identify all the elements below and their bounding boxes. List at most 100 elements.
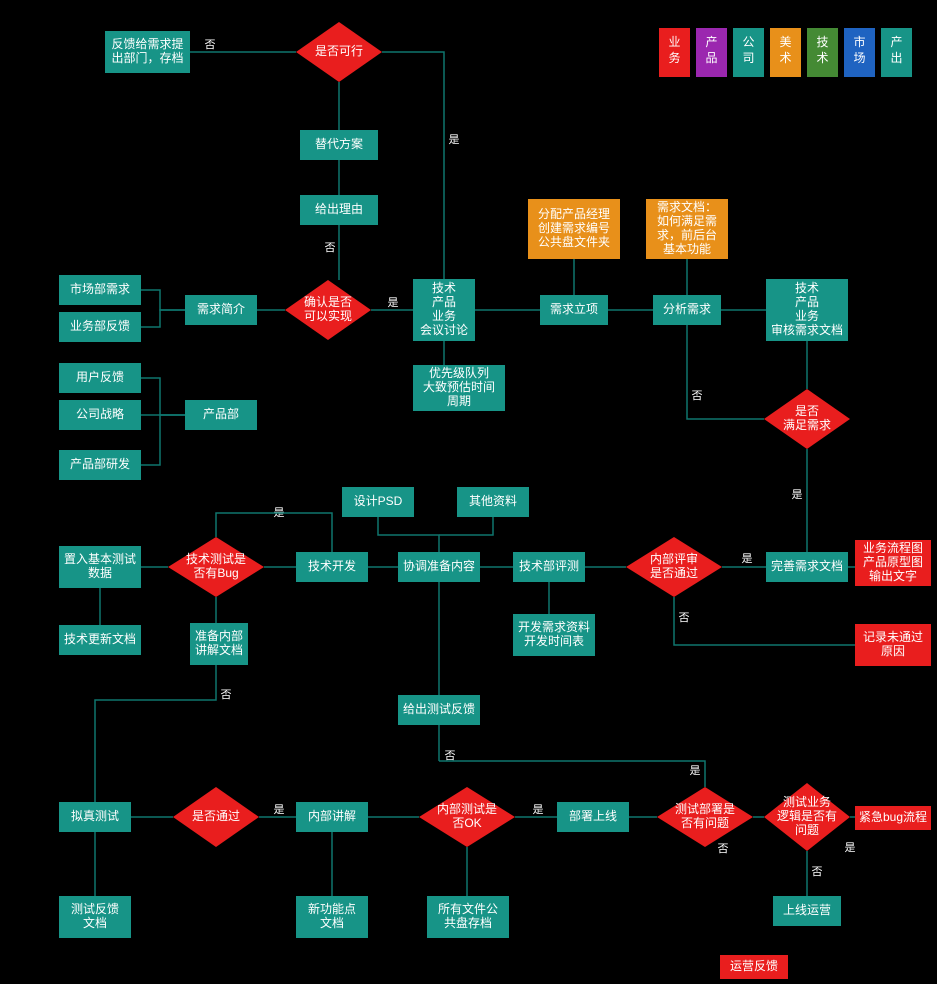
legend-label: 业 bbox=[668, 35, 680, 49]
node-prepare_content: 协调准备内容 bbox=[398, 552, 480, 582]
node-internal_review_pass: 内部评审是否通过 bbox=[626, 537, 722, 597]
node-text: 测试反馈 bbox=[71, 901, 119, 916]
edge bbox=[141, 415, 185, 465]
node-text: 产品原型图 bbox=[863, 555, 923, 569]
node-text: 需求文档： bbox=[657, 199, 717, 214]
node-text: 需求立项 bbox=[550, 301, 598, 316]
legend-label: 美 bbox=[779, 35, 791, 49]
node-text: 业务流程图 bbox=[863, 540, 923, 555]
node-text: 分析需求 bbox=[663, 302, 711, 316]
node-biz_flow_out: 业务流程图产品原型图输出文字 bbox=[855, 540, 931, 586]
node-text: 记录未通过 bbox=[863, 630, 923, 644]
node-text: 技术开发 bbox=[308, 558, 356, 573]
node-text: 技术更新文档 bbox=[64, 631, 136, 646]
node-text: 业务部反馈 bbox=[70, 318, 130, 333]
node-text: 技术 bbox=[432, 281, 456, 295]
node-text: 新功能点 bbox=[308, 901, 356, 916]
node-text: 公共盘文件夹 bbox=[538, 234, 610, 249]
node-assign_pm: 分配产品经理创建需求编号公共盘文件夹 bbox=[528, 199, 620, 259]
legend-label: 务 bbox=[668, 50, 680, 65]
edge bbox=[141, 290, 185, 310]
node-user_feedback: 用户反馈 bbox=[59, 363, 141, 393]
edge bbox=[141, 378, 185, 415]
node-give_test_feedback: 给出测试反馈 bbox=[398, 695, 480, 725]
edge-label: 是 bbox=[845, 841, 856, 854]
node-record_fail_reason: 记录未通过原因 bbox=[855, 624, 931, 666]
legend: 业务产品公司美术技术市场产出 bbox=[659, 28, 912, 77]
node-perfect_doc: 完善需求文档 bbox=[766, 552, 848, 582]
node-internal_explain: 内部讲解 bbox=[296, 802, 368, 832]
edge-label: 是 bbox=[274, 803, 285, 816]
node-text: 产品 bbox=[795, 295, 819, 309]
edge-label: 否 bbox=[718, 843, 729, 855]
node-company_strategy: 公司战略 bbox=[59, 400, 141, 430]
node-text: 开发需求资料 bbox=[518, 619, 590, 634]
node-text: 问题 bbox=[795, 823, 819, 837]
node-text: 内部讲解 bbox=[308, 808, 356, 823]
node-text: 内部测试是 bbox=[437, 801, 497, 816]
node-text: 给出理由 bbox=[315, 202, 363, 216]
node-test_biz_logic: 测试业务逻辑是否有问题 bbox=[764, 783, 850, 851]
node-text: 是否 bbox=[795, 404, 819, 418]
edge bbox=[382, 52, 444, 279]
node-text: 拟真测试 bbox=[71, 808, 119, 823]
node-text: 完善需求文档 bbox=[771, 558, 843, 573]
legend-label: 术 bbox=[779, 51, 791, 65]
edge bbox=[439, 761, 705, 787]
node-text: 文档 bbox=[320, 915, 344, 930]
node-text: 业务 bbox=[432, 308, 456, 323]
node-text: 协调准备内容 bbox=[403, 558, 475, 573]
node-text: 创建需求编号 bbox=[538, 220, 610, 235]
edge-label: 否 bbox=[692, 390, 703, 402]
node-text: 否有Bug bbox=[193, 566, 238, 580]
node-text: 分配产品经理 bbox=[538, 207, 610, 221]
legend-label: 产 bbox=[705, 35, 717, 49]
node-sim_test: 拟真测试 bbox=[59, 802, 131, 832]
node-text: 开发时间表 bbox=[524, 633, 584, 648]
node-text: 逻辑是否有 bbox=[777, 809, 837, 823]
edge-label: 否 bbox=[325, 242, 336, 254]
node-req_setup: 需求立项 bbox=[540, 295, 608, 325]
node-alt_plan: 替代方案 bbox=[300, 130, 378, 160]
node-text: 满足需求 bbox=[783, 418, 831, 432]
node-text: 用户反馈 bbox=[76, 369, 124, 384]
node-prepare_internal_doc: 准备内部讲解文档 bbox=[190, 623, 248, 665]
node-other_material: 其他资料 bbox=[457, 487, 529, 517]
node-text: 文档 bbox=[83, 915, 107, 930]
edge bbox=[439, 517, 493, 535]
node-text: 公司战略 bbox=[76, 406, 124, 421]
node-is_pass: 是否通过 bbox=[173, 787, 259, 847]
edge-label: 是 bbox=[533, 803, 544, 816]
node-market_req: 市场部需求 bbox=[59, 275, 141, 305]
node-text: 共盘存档 bbox=[444, 915, 492, 930]
legend-label: 出 bbox=[890, 51, 902, 65]
node-text: 置入基本测试 bbox=[64, 551, 136, 566]
edge bbox=[687, 325, 764, 419]
edge bbox=[95, 665, 216, 802]
node-text: 业务 bbox=[795, 308, 819, 323]
node-text: 会议讨论 bbox=[420, 323, 468, 337]
node-design_psd: 设计PSD bbox=[342, 487, 414, 517]
node-text: 产品部 bbox=[203, 406, 239, 421]
node-text: 部署上线 bbox=[569, 808, 617, 823]
legend-label: 市 bbox=[853, 34, 865, 49]
node-tech_update_doc: 技术更新文档 bbox=[59, 625, 141, 655]
legend-label: 场 bbox=[853, 51, 865, 65]
node-text: 否OK bbox=[452, 816, 481, 830]
edge bbox=[378, 517, 439, 552]
legend-label: 品 bbox=[705, 51, 717, 65]
node-insert_test_data: 置入基本测试数据 bbox=[59, 546, 141, 588]
node-all_files_store: 所有文件公共盘存档 bbox=[427, 896, 509, 938]
node-text: 准备内部 bbox=[195, 628, 243, 643]
node-text: 大致预估时间 bbox=[423, 380, 495, 394]
node-feedback_store: 反馈给需求提出部门，存档 bbox=[105, 31, 190, 73]
node-text: 周期 bbox=[447, 394, 471, 408]
node-online_ops: 上线运营 bbox=[773, 896, 841, 926]
node-text: 可以实现 bbox=[304, 308, 352, 323]
node-text: 反馈给需求提 bbox=[111, 36, 183, 51]
node-deploy_problem: 测试部署是否有问题 bbox=[657, 787, 753, 847]
node-text: 如何满足需 bbox=[657, 213, 717, 228]
node-product_dept: 产品部 bbox=[185, 400, 257, 430]
node-text: 技术 bbox=[795, 281, 819, 295]
edge-label: 是 bbox=[449, 133, 460, 146]
